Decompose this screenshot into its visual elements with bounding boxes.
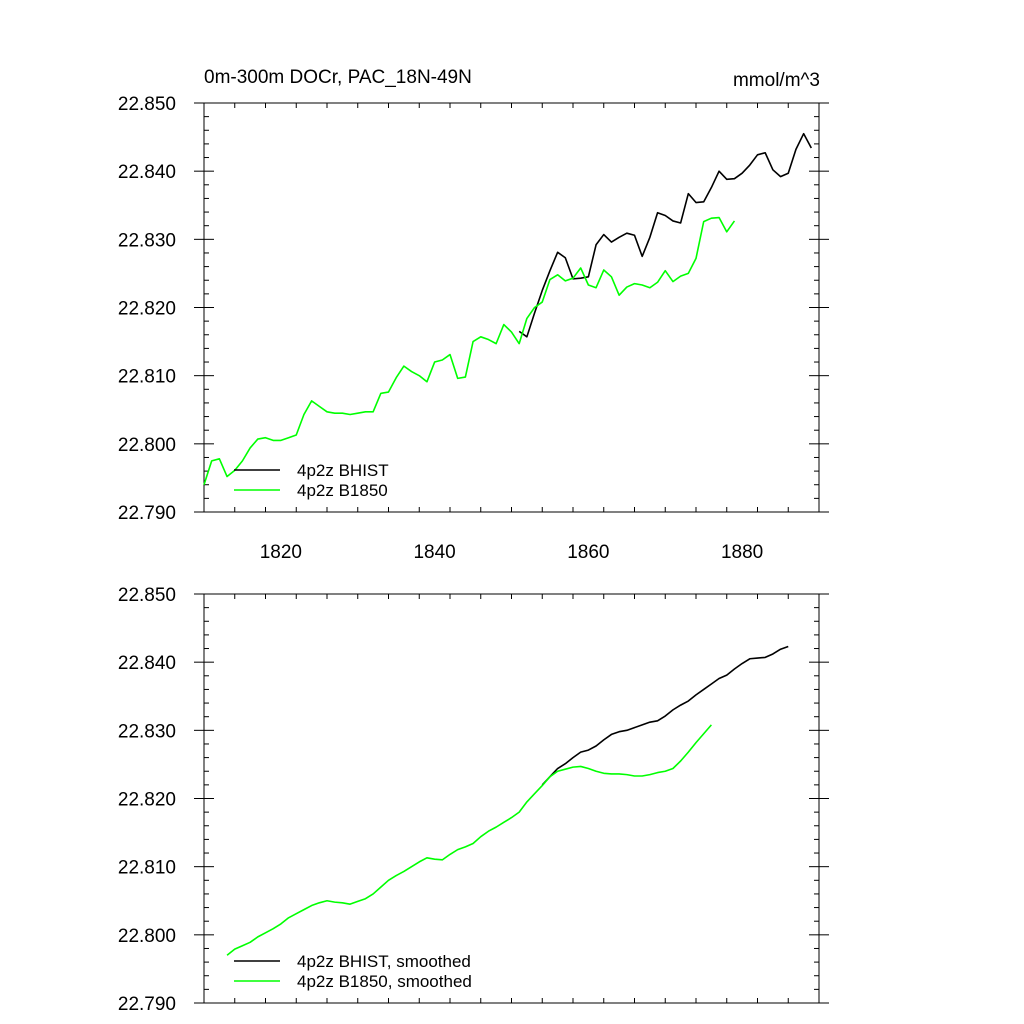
bottom-panel: 22.790 22.800 22.810 22.820 22.830 22.840 22.8… <box>118 585 829 1015</box>
y-tick-label: 22.840 <box>118 162 176 183</box>
series-line-b1850 <box>226 724 712 956</box>
y-tick-label: 22.830 <box>118 230 176 251</box>
x-tick-label: 1860 <box>567 542 609 563</box>
y-tick-label: 22.790 <box>118 503 176 524</box>
y-tick-label: 22.800 <box>118 926 176 947</box>
x-tick-label: 1820 <box>260 542 302 563</box>
y-tick-label: 22.790 <box>118 994 176 1015</box>
y-tick-label: 22.810 <box>118 367 176 388</box>
y-tick-label: 22.850 <box>118 94 176 115</box>
y-tick-label: 22.840 <box>118 653 176 674</box>
legend-label-bhist: 4p2z BHIST <box>297 461 389 480</box>
series-line-b1850 <box>203 216 736 485</box>
x-tick-label: 1840 <box>413 542 455 563</box>
y-tick-label: 22.830 <box>118 721 176 742</box>
plot-frame <box>203 102 820 513</box>
y-tick-label: 22.820 <box>118 790 176 811</box>
units-label: mmol/m^3 <box>733 70 820 91</box>
series-line-bhist <box>541 645 789 786</box>
y-tick-label: 22.810 <box>118 858 176 879</box>
legend-label-b1850: 4p2z B1850, smoothed <box>297 972 472 991</box>
legend-label-bhist: 4p2z BHIST, smoothed <box>297 952 471 971</box>
figure-title: 0m-300m DOCr, PAC_18N-49N <box>204 67 472 88</box>
top-panel: 1820 1840 1860 1880 22.790 22.800 22.810 22.820… <box>118 94 829 563</box>
y-tick-label: 22.820 <box>118 299 176 320</box>
y-tick-label: 22.850 <box>118 585 176 606</box>
legend-label-b1850: 4p2z B1850 <box>297 481 388 500</box>
x-tick-label: 1880 <box>721 542 763 563</box>
y-tick-label: 22.800 <box>118 435 176 456</box>
plot-frame <box>203 593 820 1004</box>
series-line-bhist <box>518 132 813 338</box>
